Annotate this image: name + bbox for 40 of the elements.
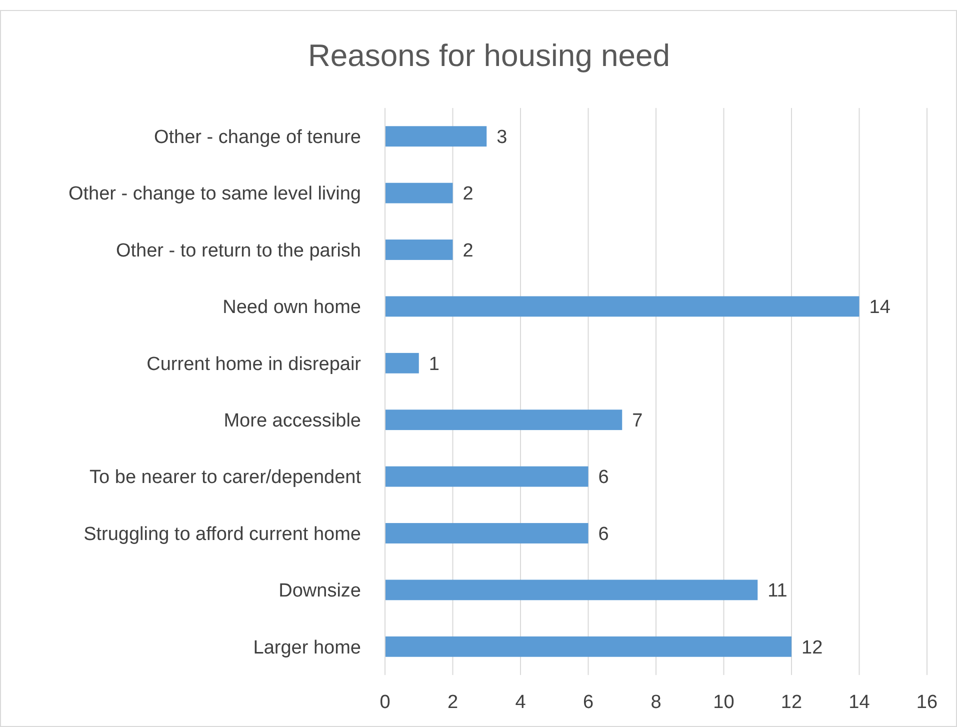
bar [385, 182, 453, 204]
bar [385, 352, 419, 374]
y-tick-label: Struggling to afford current home [84, 524, 361, 545]
x-tick-label: 6 [582, 692, 594, 713]
bar [385, 240, 453, 260]
data-label: 14 [869, 297, 891, 318]
data-label: 1 [428, 354, 440, 375]
bar [385, 466, 588, 487]
y-tick-label: Other - to return to the parish [116, 240, 361, 262]
data-label: 6 [598, 524, 609, 545]
bar [385, 126, 487, 147]
y-tick-label: Current home in disrepair [146, 354, 362, 375]
y-tick-label: To be nearer to carer/dependent [90, 467, 362, 488]
y-tick-label: More accessible [224, 410, 361, 432]
y-tick-label: Other - change of tenure [154, 127, 361, 148]
bar [385, 410, 622, 430]
data-label: 12 [802, 637, 823, 658]
data-label: 3 [496, 127, 508, 148]
x-tick-label: 4 [515, 692, 526, 713]
data-label: 2 [462, 240, 474, 262]
y-tick-label: Downsize [278, 580, 361, 602]
data-label: 11 [768, 580, 788, 602]
y-tick-label: Larger home [253, 637, 361, 658]
data-label: 6 [598, 467, 609, 488]
y-tick-label: Other - change to same level living [68, 184, 361, 205]
x-tick-label: 2 [447, 692, 458, 713]
x-tick-label: 8 [650, 692, 662, 713]
y-tick-label: Need own home [222, 297, 361, 318]
bar [385, 523, 588, 544]
x-tick-label: 12 [780, 692, 802, 713]
data-label: 2 [462, 184, 474, 205]
data-label: 7 [632, 410, 643, 432]
bar [385, 580, 758, 600]
bar [385, 296, 860, 317]
x-tick-label: 16 [916, 692, 938, 713]
x-tick-label: 14 [848, 692, 870, 713]
x-tick-label: 0 [380, 692, 390, 713]
bar [385, 636, 792, 657]
x-tick-label: 10 [713, 692, 734, 713]
chart-title: Reasons for housing need [308, 38, 670, 73]
